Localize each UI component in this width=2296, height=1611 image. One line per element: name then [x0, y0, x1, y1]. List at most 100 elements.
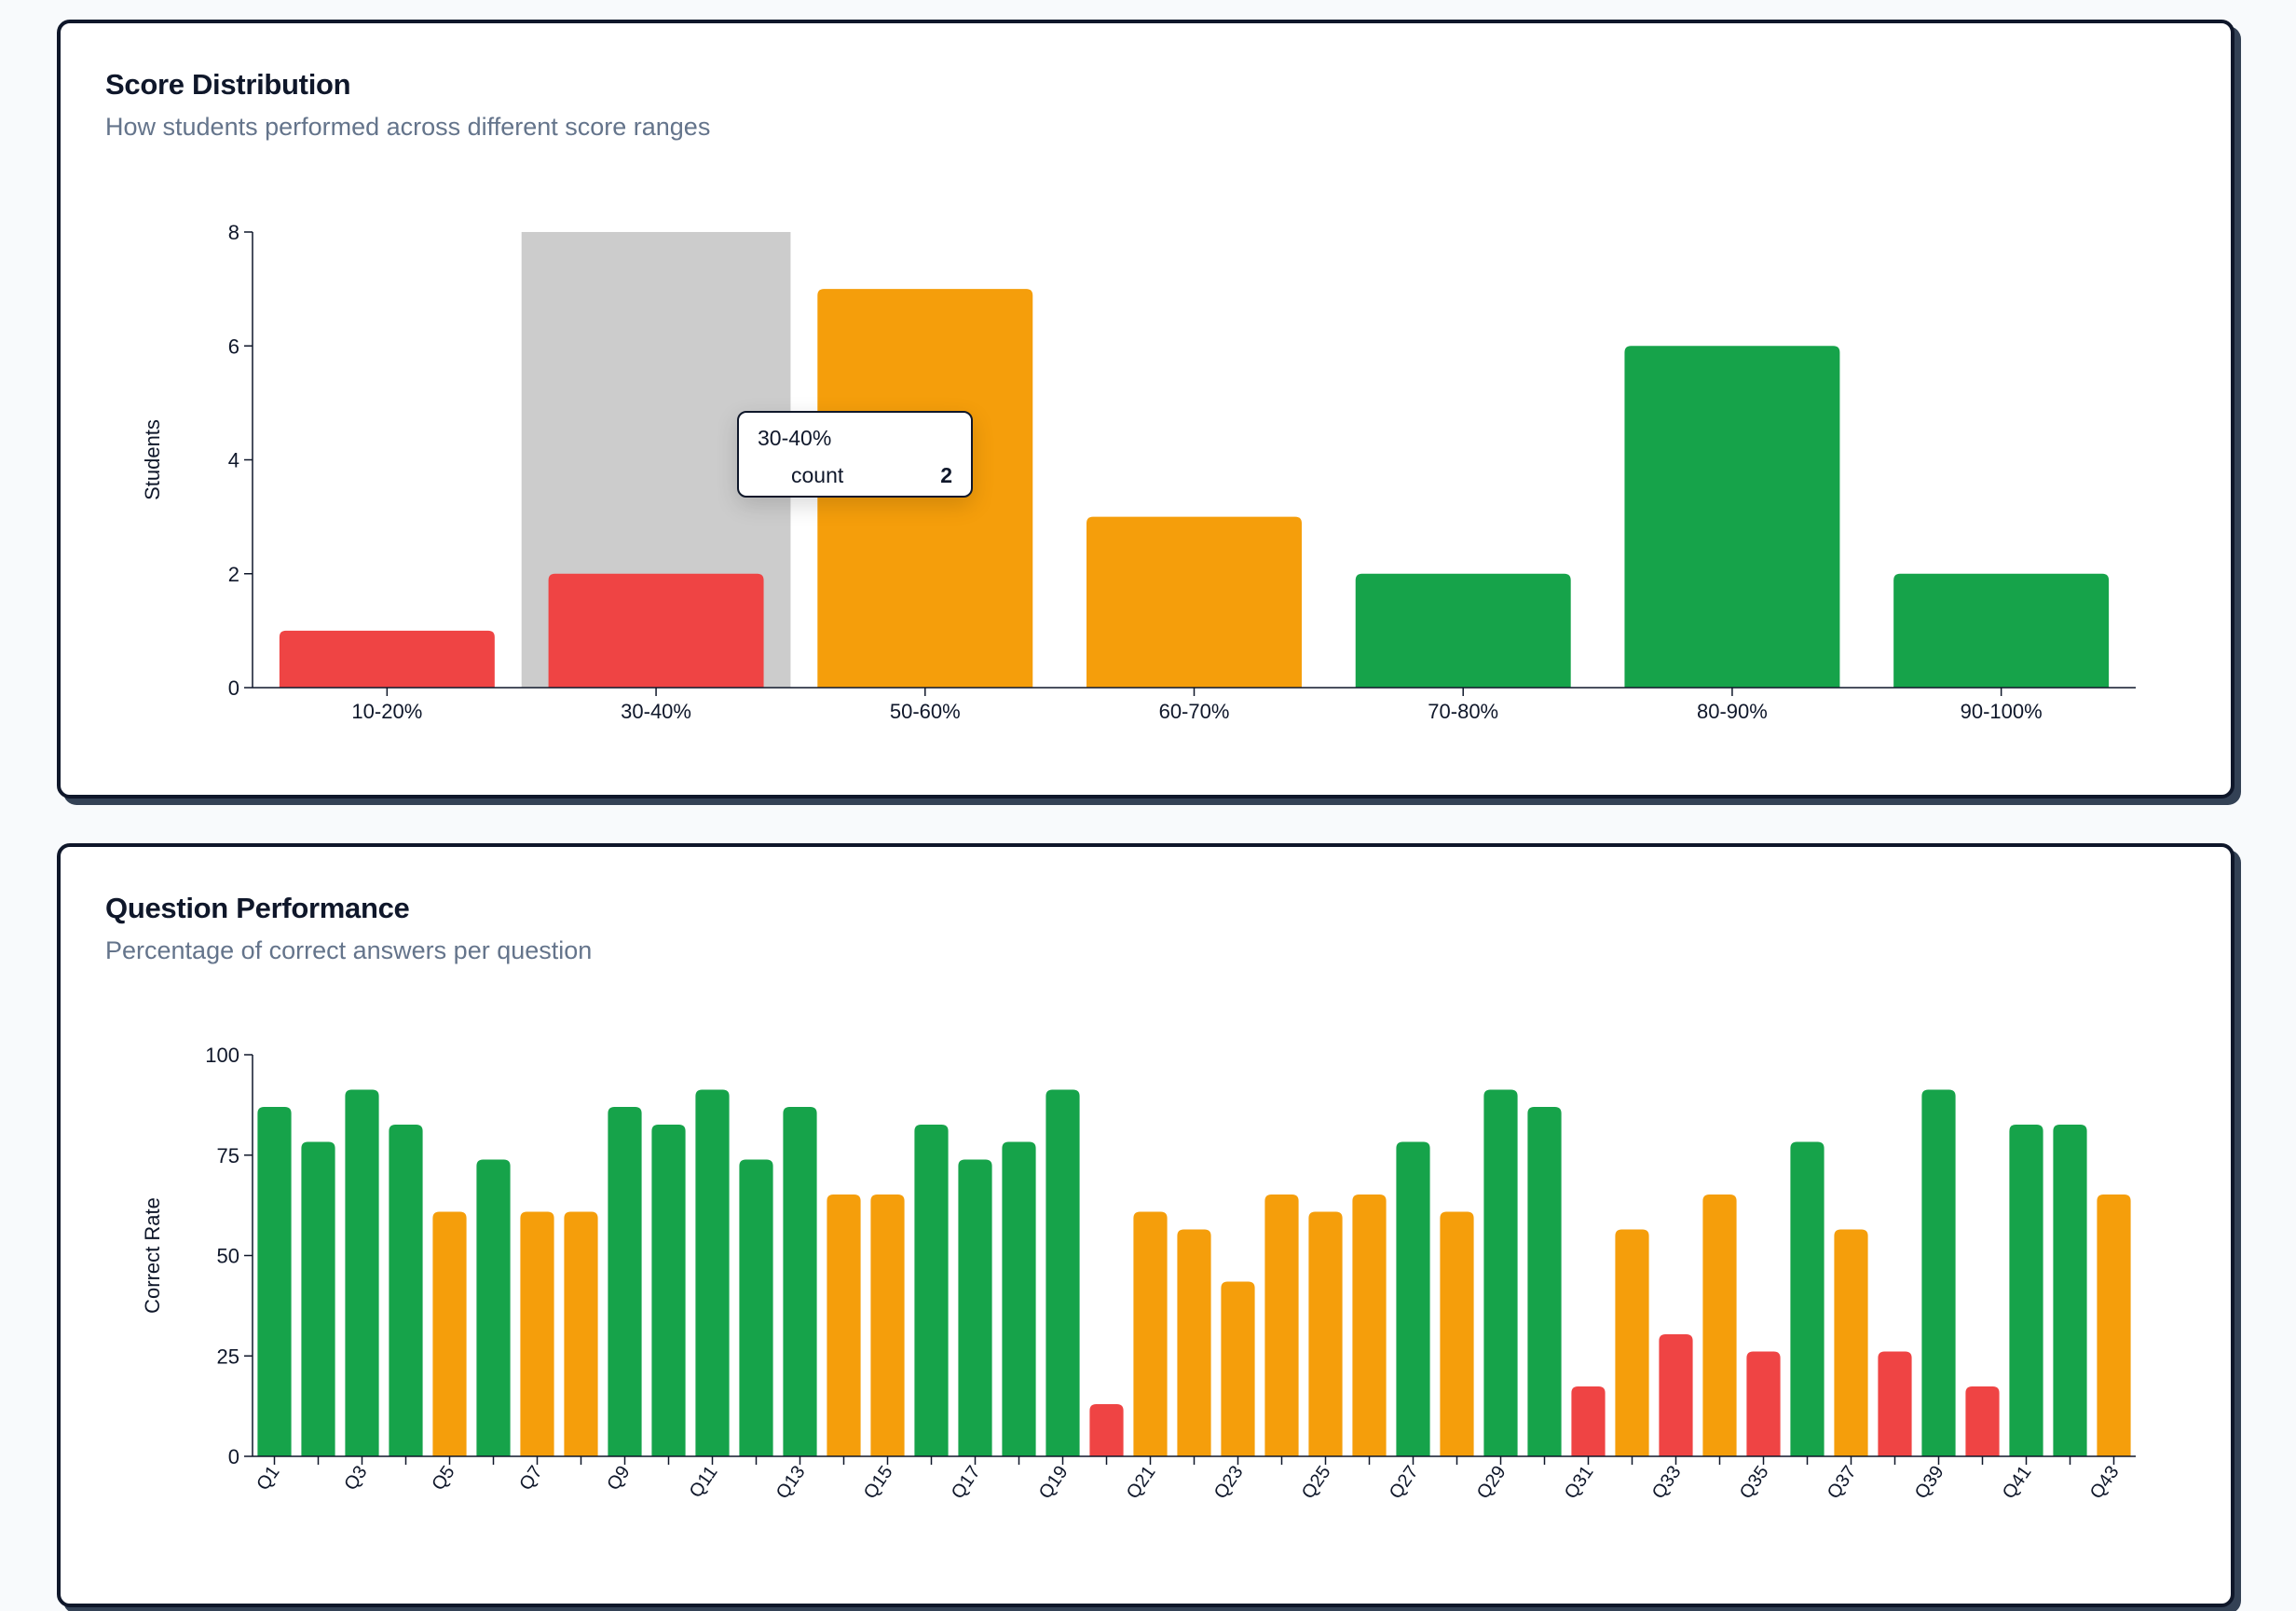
- bar-Q12: [739, 1159, 773, 1456]
- bar-Q39: [1921, 1089, 1956, 1456]
- bar-Q27: [1396, 1141, 1430, 1456]
- x-tick-label: 10-20%: [351, 700, 422, 723]
- bar-Q31: [1571, 1386, 1606, 1456]
- bar-Q24: [1264, 1194, 1299, 1456]
- score-distribution-card: Score Distribution How students performe…: [57, 20, 2234, 799]
- x-tick-label: Q43: [2086, 1462, 2124, 1503]
- x-tick-label: 30-40%: [621, 700, 691, 723]
- x-tick-label: Q17: [948, 1462, 985, 1503]
- chart-subtitle: How students performed across different …: [105, 113, 711, 141]
- x-tick-label: Q41: [1999, 1462, 2036, 1503]
- y-axis-label: Correct Rate: [141, 1197, 164, 1314]
- bar-Q3: [345, 1089, 379, 1456]
- bar-70-80%: [1355, 573, 1571, 688]
- x-tick-label: Q27: [1386, 1462, 1423, 1503]
- bar-Q22: [1177, 1229, 1211, 1456]
- x-tick-label: Q33: [1648, 1462, 1686, 1503]
- bar-Q37: [1834, 1229, 1868, 1456]
- bar-Q8: [564, 1211, 598, 1456]
- bar-Q29: [1483, 1089, 1518, 1456]
- x-tick-label: Q11: [686, 1462, 722, 1501]
- bar-Q23: [1221, 1281, 1255, 1456]
- y-tick-label: 100: [205, 1044, 239, 1067]
- x-tick-label: Q39: [1911, 1462, 1948, 1503]
- chart-subtitle: Percentage of correct answers per questi…: [105, 936, 593, 964]
- y-axis-label: Students: [141, 419, 164, 500]
- bar-Q6: [476, 1159, 511, 1456]
- bar-Q33: [1659, 1333, 1693, 1456]
- bar-Q7: [520, 1211, 554, 1456]
- bar-Q34: [1702, 1194, 1737, 1456]
- x-tick-label: Q7: [515, 1462, 546, 1494]
- x-tick-label: 90-100%: [1961, 700, 2043, 723]
- x-tick-label: Q13: [772, 1462, 810, 1503]
- bar-Q36: [1790, 1141, 1824, 1456]
- bar-80-90%: [1624, 346, 1840, 688]
- bar-Q35: [1746, 1351, 1781, 1456]
- x-tick-label: Q15: [860, 1462, 897, 1503]
- y-tick-label: 50: [217, 1245, 239, 1268]
- bar-Q25: [1308, 1211, 1343, 1456]
- bar-Q42: [2053, 1124, 2087, 1456]
- x-tick-label: Q9: [603, 1462, 634, 1494]
- bar-Q14: [827, 1194, 861, 1456]
- bar-Q43: [2097, 1194, 2131, 1456]
- bar-60-70%: [1086, 516, 1302, 688]
- y-tick-label: 0: [228, 1445, 239, 1468]
- x-tick-label: Q21: [1123, 1462, 1160, 1503]
- chart-title: Score Distribution: [105, 68, 351, 101]
- question-performance-card: Question Performance Percentage of corre…: [57, 843, 2234, 1607]
- bar-30-40%: [548, 573, 764, 688]
- bar-Q41: [2009, 1124, 2043, 1456]
- bar-Q20: [1089, 1403, 1124, 1456]
- x-tick-label: Q31: [1561, 1462, 1598, 1503]
- tooltip-label: 30-40%: [758, 426, 832, 450]
- x-tick-label: 70-80%: [1428, 700, 1498, 723]
- y-tick-label: 6: [228, 334, 239, 358]
- x-tick-label: Q29: [1473, 1462, 1510, 1503]
- x-tick-label: Q1: [253, 1462, 283, 1494]
- bar-Q16: [914, 1124, 949, 1456]
- y-tick-label: 75: [217, 1144, 239, 1167]
- y-tick-label: 0: [228, 676, 239, 700]
- bar-Q28: [1440, 1211, 1474, 1456]
- bar-Q10: [651, 1124, 686, 1456]
- bar-Q17: [958, 1159, 992, 1456]
- bar-Q4: [389, 1124, 423, 1456]
- chart-tooltip: 30-40% count 2: [737, 411, 973, 498]
- x-tick-label: Q3: [340, 1462, 371, 1494]
- x-tick-label: 80-90%: [1697, 700, 1768, 723]
- score-distribution-chart: 0 2 4 6 8 10-20% 30-40% 50-60% 60-70% 70-80% 80-90…: [141, 221, 2136, 723]
- chart-title: Question Performance: [105, 892, 410, 924]
- bar-Q19: [1046, 1089, 1080, 1456]
- x-tick-label: Q23: [1210, 1462, 1248, 1503]
- bar-Q26: [1352, 1194, 1387, 1456]
- x-tick-label: Q5: [428, 1462, 458, 1494]
- bar-Q30: [1527, 1107, 1562, 1456]
- bar-90-100%: [1893, 573, 2110, 688]
- bar-Q2: [301, 1141, 335, 1456]
- bar-Q40: [1965, 1386, 2000, 1456]
- question-performance-chart: 0 25 50 75 100 Q1 Q3 Q5 Q7 Q9 Q11 Q13 Q15 Q17 Q19 Q21 Q2…: [141, 1044, 2136, 1503]
- bar-Q18: [1002, 1141, 1036, 1456]
- bar-Q21: [1133, 1211, 1168, 1456]
- bar-Q13: [783, 1107, 817, 1456]
- bar-Q9: [608, 1107, 642, 1456]
- x-tick-label: 60-70%: [1159, 700, 1230, 723]
- x-tick-label: Q37: [1824, 1462, 1861, 1503]
- y-tick-label: 4: [228, 449, 239, 472]
- bar-Q32: [1615, 1229, 1649, 1456]
- bar-Q11: [695, 1089, 730, 1456]
- tooltip-value: 2: [940, 463, 952, 487]
- bar-10-20%: [279, 630, 495, 688]
- y-tick-label: 25: [217, 1345, 239, 1368]
- bar-Q15: [870, 1194, 905, 1456]
- x-tick-label: Q19: [1035, 1462, 1073, 1503]
- bar-Q1: [257, 1107, 292, 1456]
- y-tick-label: 8: [228, 221, 239, 244]
- x-tick-label: 50-60%: [890, 700, 961, 723]
- y-tick-label: 2: [228, 563, 239, 586]
- bar-Q38: [1878, 1351, 1912, 1456]
- x-tick-label: Q25: [1298, 1462, 1335, 1503]
- bar-Q5: [432, 1211, 467, 1456]
